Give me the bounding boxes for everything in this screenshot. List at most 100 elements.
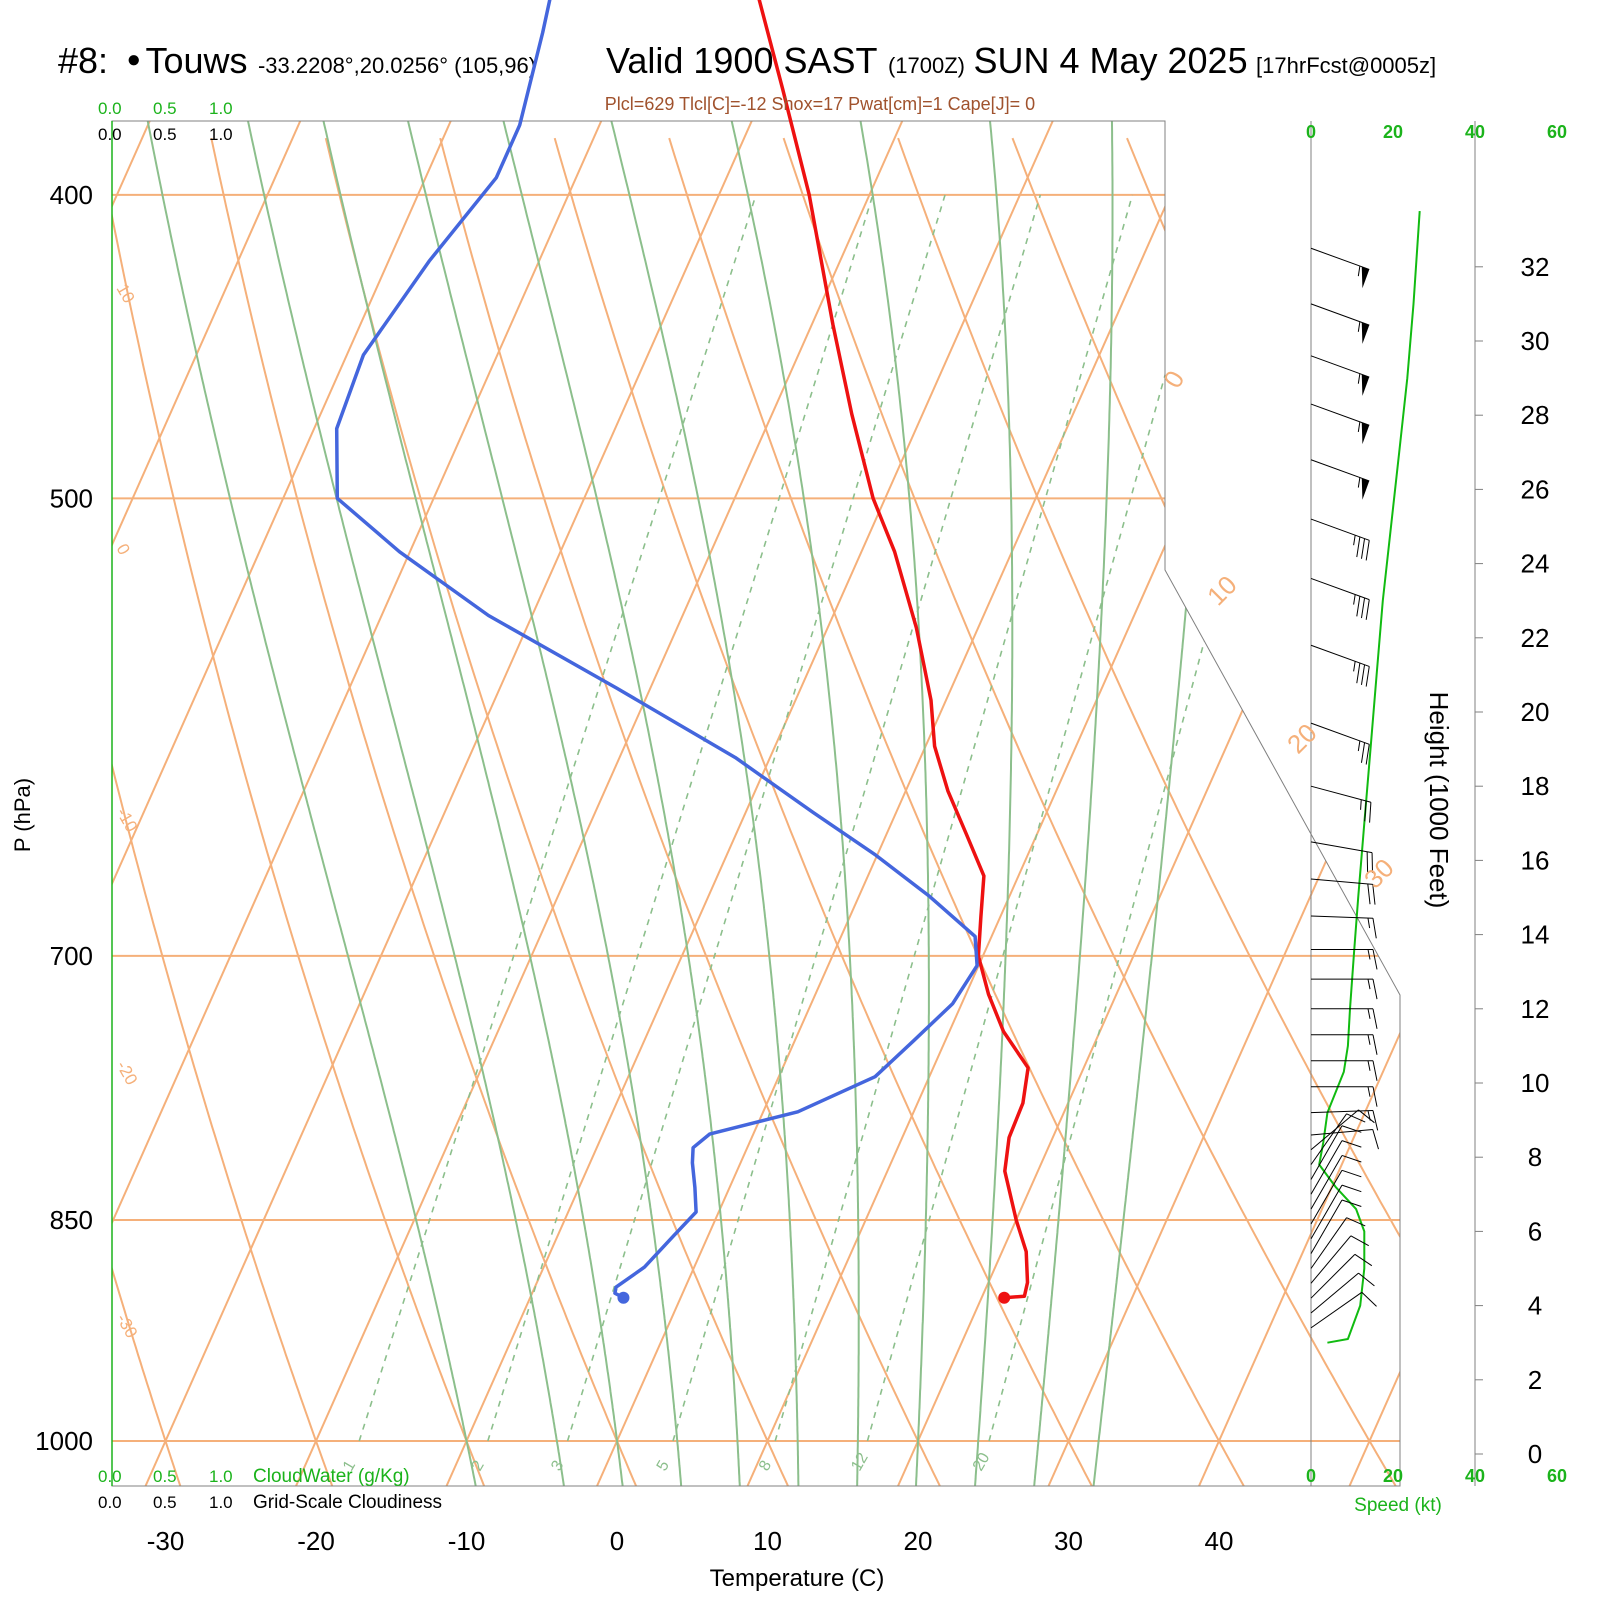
wind-barb-full <box>1360 597 1366 619</box>
station-number: #8: <box>58 40 109 81</box>
wind-barb <box>1310 1110 1379 1131</box>
wind-barb-full <box>1341 1125 1362 1133</box>
moist-adiabat-line <box>501 121 741 1486</box>
speed-tick-label: 40 <box>1465 122 1485 142</box>
dry-adiabat-line <box>1585 138 1600 1486</box>
cloud-scale-tick: 0.5 <box>153 1493 177 1512</box>
isotherm-label: 20 <box>1281 718 1323 760</box>
wind-barb-half <box>1357 740 1361 752</box>
mixing-ratio-line <box>988 194 1326 1442</box>
station-coords: -33.2208°,20.0256° (105,96) <box>257 53 537 78</box>
wind-barb-staff <box>1310 878 1373 885</box>
wind-barb-staff <box>1310 247 1370 270</box>
wind-barb-staff <box>1310 915 1373 919</box>
wind-barb-staff <box>1310 1125 1343 1180</box>
wind-barb-full <box>1361 1291 1377 1307</box>
wind-barb <box>1310 644 1370 687</box>
isotherm-label: 10 <box>1201 570 1243 612</box>
height-tick-label: 22 <box>1521 623 1550 653</box>
pressure-tick-label: 500 <box>50 483 93 513</box>
wind-barb-full <box>1360 664 1366 685</box>
temperature-tick-label: -20 <box>297 1526 335 1556</box>
wind-barb-full <box>1365 599 1370 620</box>
y-axis-label: P (hPa) <box>10 778 35 852</box>
wind-barb-half <box>1367 1086 1371 1097</box>
wind-barb <box>1310 403 1370 445</box>
isotherm-line <box>897 121 1400 1486</box>
wind-barb-half <box>1353 535 1356 546</box>
wind-barb-staff <box>1310 1199 1343 1254</box>
isotherm-line <box>1198 121 1400 1486</box>
height-tick-label: 10 <box>1521 1068 1550 1098</box>
wind-barb-half <box>1367 1060 1371 1071</box>
wind-barb-full <box>1372 1060 1378 1081</box>
wind-barb-full <box>1360 742 1366 763</box>
isotherm-line <box>746 121 1355 1486</box>
station-name: Touws <box>145 40 248 81</box>
dry-adiabat-line <box>210 137 638 1486</box>
moist-adiabat-line <box>859 121 930 1486</box>
station-dot-icon: ● <box>126 46 142 73</box>
wind-barb-half <box>1367 1034 1371 1045</box>
wind-barb-staff <box>1310 1140 1343 1195</box>
speed-tick-label: 40 <box>1465 1466 1485 1486</box>
isotherm-line <box>112 121 603 1486</box>
pressure-tick-label: 700 <box>50 941 93 971</box>
wind-barb-half <box>1357 421 1361 433</box>
wind-barb-half <box>1353 661 1356 672</box>
wind-barb-staff <box>1310 1155 1343 1210</box>
zulu-time: (1700Z) <box>887 53 965 78</box>
pressure-tick-label: 850 <box>50 1205 93 1235</box>
wind-barb-half <box>1357 477 1361 488</box>
moist-adiabat-line <box>1033 121 1114 1486</box>
wind-barb-staff <box>1310 403 1370 426</box>
wind-barb-half <box>1357 373 1361 384</box>
surface-temperature-marker <box>998 1291 1011 1304</box>
height-tick-label: 18 <box>1521 771 1550 801</box>
wind-barb-full <box>1360 538 1366 559</box>
wind-barb-full <box>1365 744 1370 765</box>
height-tick-label: 14 <box>1521 920 1550 950</box>
temperature-tick-label: 0 <box>610 1526 624 1556</box>
cloud-scale-tick: 1.0 <box>209 125 233 144</box>
mixing-ratio-line <box>672 194 1042 1442</box>
wind-barb <box>1310 1129 1379 1150</box>
height-tick-label: 6 <box>1528 1216 1542 1246</box>
isotherm-label: -20 <box>113 1058 142 1089</box>
wind-barb-flag <box>1361 422 1370 445</box>
wind-barb-half <box>1360 799 1362 810</box>
wind-barb <box>1310 1272 1375 1314</box>
isotherm-line <box>112 121 452 1486</box>
mixing-ratio-label: 3 <box>548 1458 567 1474</box>
dry-adiabat-line <box>112 137 486 1486</box>
valid-time: Valid 1900 SAST (1700Z) SUN 4 May 2025 [… <box>606 40 1436 82</box>
speed-tick-label: 0 <box>1306 1466 1316 1486</box>
wind-barb-half <box>1367 1008 1371 1019</box>
wind-barb <box>1311 948 1378 970</box>
wind-barb-flag <box>1361 322 1370 344</box>
surface-dewpoint-marker <box>617 1291 630 1304</box>
wind-barb <box>1310 1217 1366 1269</box>
isotherm-label: 30 <box>1358 853 1400 895</box>
wind-barb-full <box>1372 918 1377 939</box>
cloud-scale-tick: 0.5 <box>153 99 177 118</box>
valid-label: Valid 1900 SAST <box>606 40 878 81</box>
wind-barb-full <box>1367 883 1371 905</box>
wind-barb <box>1310 841 1374 874</box>
wind-barb-full <box>1356 662 1361 684</box>
wind-barb-half <box>1357 321 1361 332</box>
dewpoint-profile-line <box>334 0 979 1300</box>
wind-barb-full <box>1346 1113 1366 1123</box>
dry-adiabat-line <box>553 137 1093 1486</box>
height-tick-label: 24 <box>1521 549 1550 579</box>
wind-barb-full <box>1372 1129 1379 1150</box>
pressure-tick-label: 1000 <box>35 1426 93 1456</box>
temperature-profile-line <box>757 0 1030 1300</box>
cloud-scale-tick: 1.0 <box>209 1493 233 1512</box>
height-tick-label: 12 <box>1521 994 1550 1024</box>
height-tick-label: 30 <box>1521 326 1550 356</box>
wind-barb-staff <box>1310 722 1370 745</box>
wind-barb-staff <box>1310 577 1370 601</box>
cloud-scale-tick: 0.0 <box>98 125 122 144</box>
